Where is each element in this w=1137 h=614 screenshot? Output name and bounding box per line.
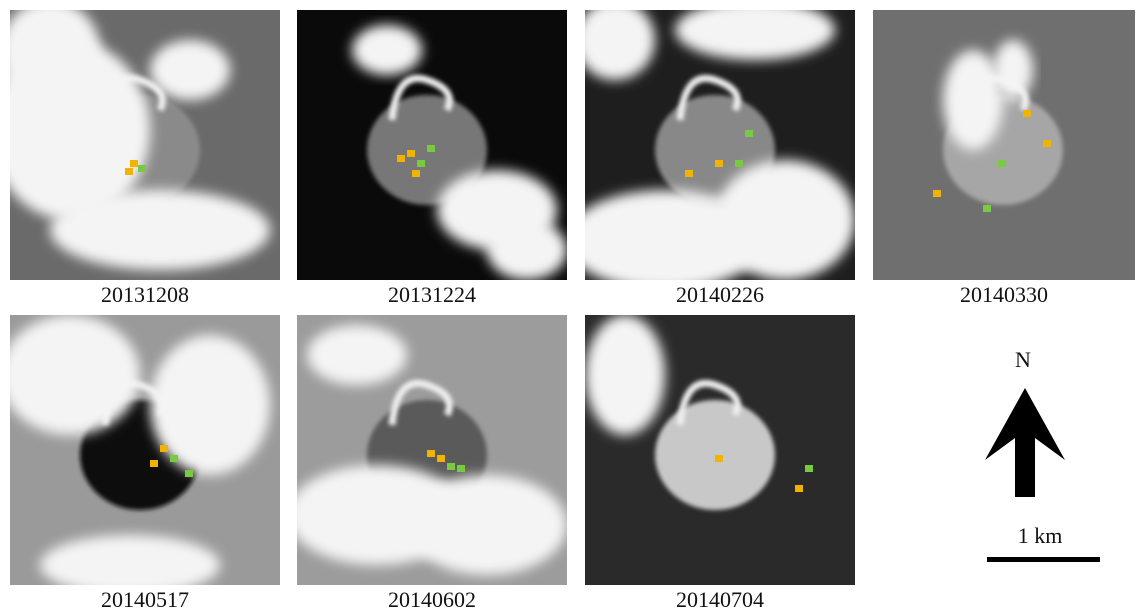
satellite-image bbox=[297, 10, 567, 280]
hotspot-pixel bbox=[160, 445, 168, 452]
hotspot-pixel bbox=[397, 155, 405, 162]
scale-line bbox=[987, 557, 1100, 562]
hotspot-pixel bbox=[795, 485, 803, 492]
image-panel: 20140517 bbox=[0, 315, 280, 609]
panel-label: 20131224 bbox=[388, 282, 476, 307]
hotspot-pixel bbox=[715, 455, 723, 462]
image-panel: 20140330 bbox=[873, 10, 1135, 307]
cloud bbox=[150, 40, 230, 100]
hotspot-pixel bbox=[745, 130, 753, 137]
arrow bbox=[985, 388, 1065, 497]
figure: N 1 km 20131208 20131224 20140226 20140330 2… bbox=[0, 0, 1137, 609]
image-panel: 20140226 bbox=[565, 0, 855, 307]
hotspot-pixel bbox=[983, 205, 991, 212]
satellite-image bbox=[287, 315, 567, 585]
hotspot-pixel bbox=[170, 455, 178, 462]
hotspot-pixel bbox=[427, 145, 435, 152]
image-panel: 20140602 bbox=[287, 315, 567, 609]
hotspot-pixel bbox=[933, 190, 941, 197]
satellite-image bbox=[873, 10, 1135, 280]
cloud bbox=[50, 190, 270, 270]
cloud bbox=[352, 25, 422, 75]
hotspot-pixel bbox=[417, 160, 425, 167]
panel-label: 20140226 bbox=[676, 282, 764, 307]
hotspot-pixel bbox=[447, 463, 455, 470]
hotspot-pixel bbox=[130, 160, 138, 167]
satellite-image bbox=[585, 315, 855, 585]
cloud bbox=[585, 315, 665, 435]
scale-label: 1 km bbox=[1018, 523, 1063, 548]
hotspot-pixel bbox=[685, 170, 693, 177]
hotspot-pixel bbox=[715, 160, 723, 167]
cloud bbox=[407, 475, 567, 575]
hotspot-pixel bbox=[125, 168, 133, 175]
hotspot-pixel bbox=[998, 160, 1006, 167]
hotspot-pixel bbox=[427, 450, 435, 457]
satellite-image bbox=[565, 0, 855, 290]
hotspot-pixel bbox=[407, 150, 415, 157]
cloud bbox=[0, 0, 100, 100]
hotspot-pixel bbox=[1023, 110, 1031, 117]
image-panel: 20131224 bbox=[297, 10, 567, 307]
panel-label: 20131208 bbox=[101, 282, 189, 307]
hotspot-pixel bbox=[457, 465, 465, 472]
hotspot-pixel bbox=[185, 470, 193, 477]
panel-label: 20140602 bbox=[388, 587, 476, 609]
cloud bbox=[575, 0, 655, 80]
north-label: N bbox=[1015, 347, 1031, 372]
hotspot-pixel bbox=[805, 465, 813, 472]
satellite-image bbox=[0, 0, 280, 280]
cloud bbox=[675, 0, 835, 60]
image-panel: 20131208 bbox=[0, 0, 280, 307]
hotspot-pixel bbox=[735, 160, 743, 167]
cloud bbox=[715, 160, 855, 280]
scale-bar: 1 km bbox=[987, 523, 1100, 562]
cloud bbox=[0, 315, 140, 435]
hotspot-pixel bbox=[1043, 140, 1051, 147]
cloud bbox=[307, 325, 407, 385]
panel-label: 20140517 bbox=[101, 587, 189, 609]
panel-label: 20140330 bbox=[960, 282, 1048, 307]
hotspot-pixel bbox=[437, 455, 445, 462]
north-arrow: N bbox=[985, 347, 1065, 497]
cloud bbox=[40, 535, 220, 595]
hotspot-pixel bbox=[138, 165, 146, 172]
hotspot-pixel bbox=[412, 170, 420, 177]
panel-label: 20140704 bbox=[676, 587, 764, 609]
image-panel: 20140704 bbox=[585, 315, 855, 609]
cloud bbox=[993, 40, 1033, 100]
cloud bbox=[150, 335, 270, 475]
hotspot-pixel bbox=[150, 460, 158, 467]
satellite-image bbox=[0, 315, 280, 595]
cloud bbox=[487, 220, 567, 280]
